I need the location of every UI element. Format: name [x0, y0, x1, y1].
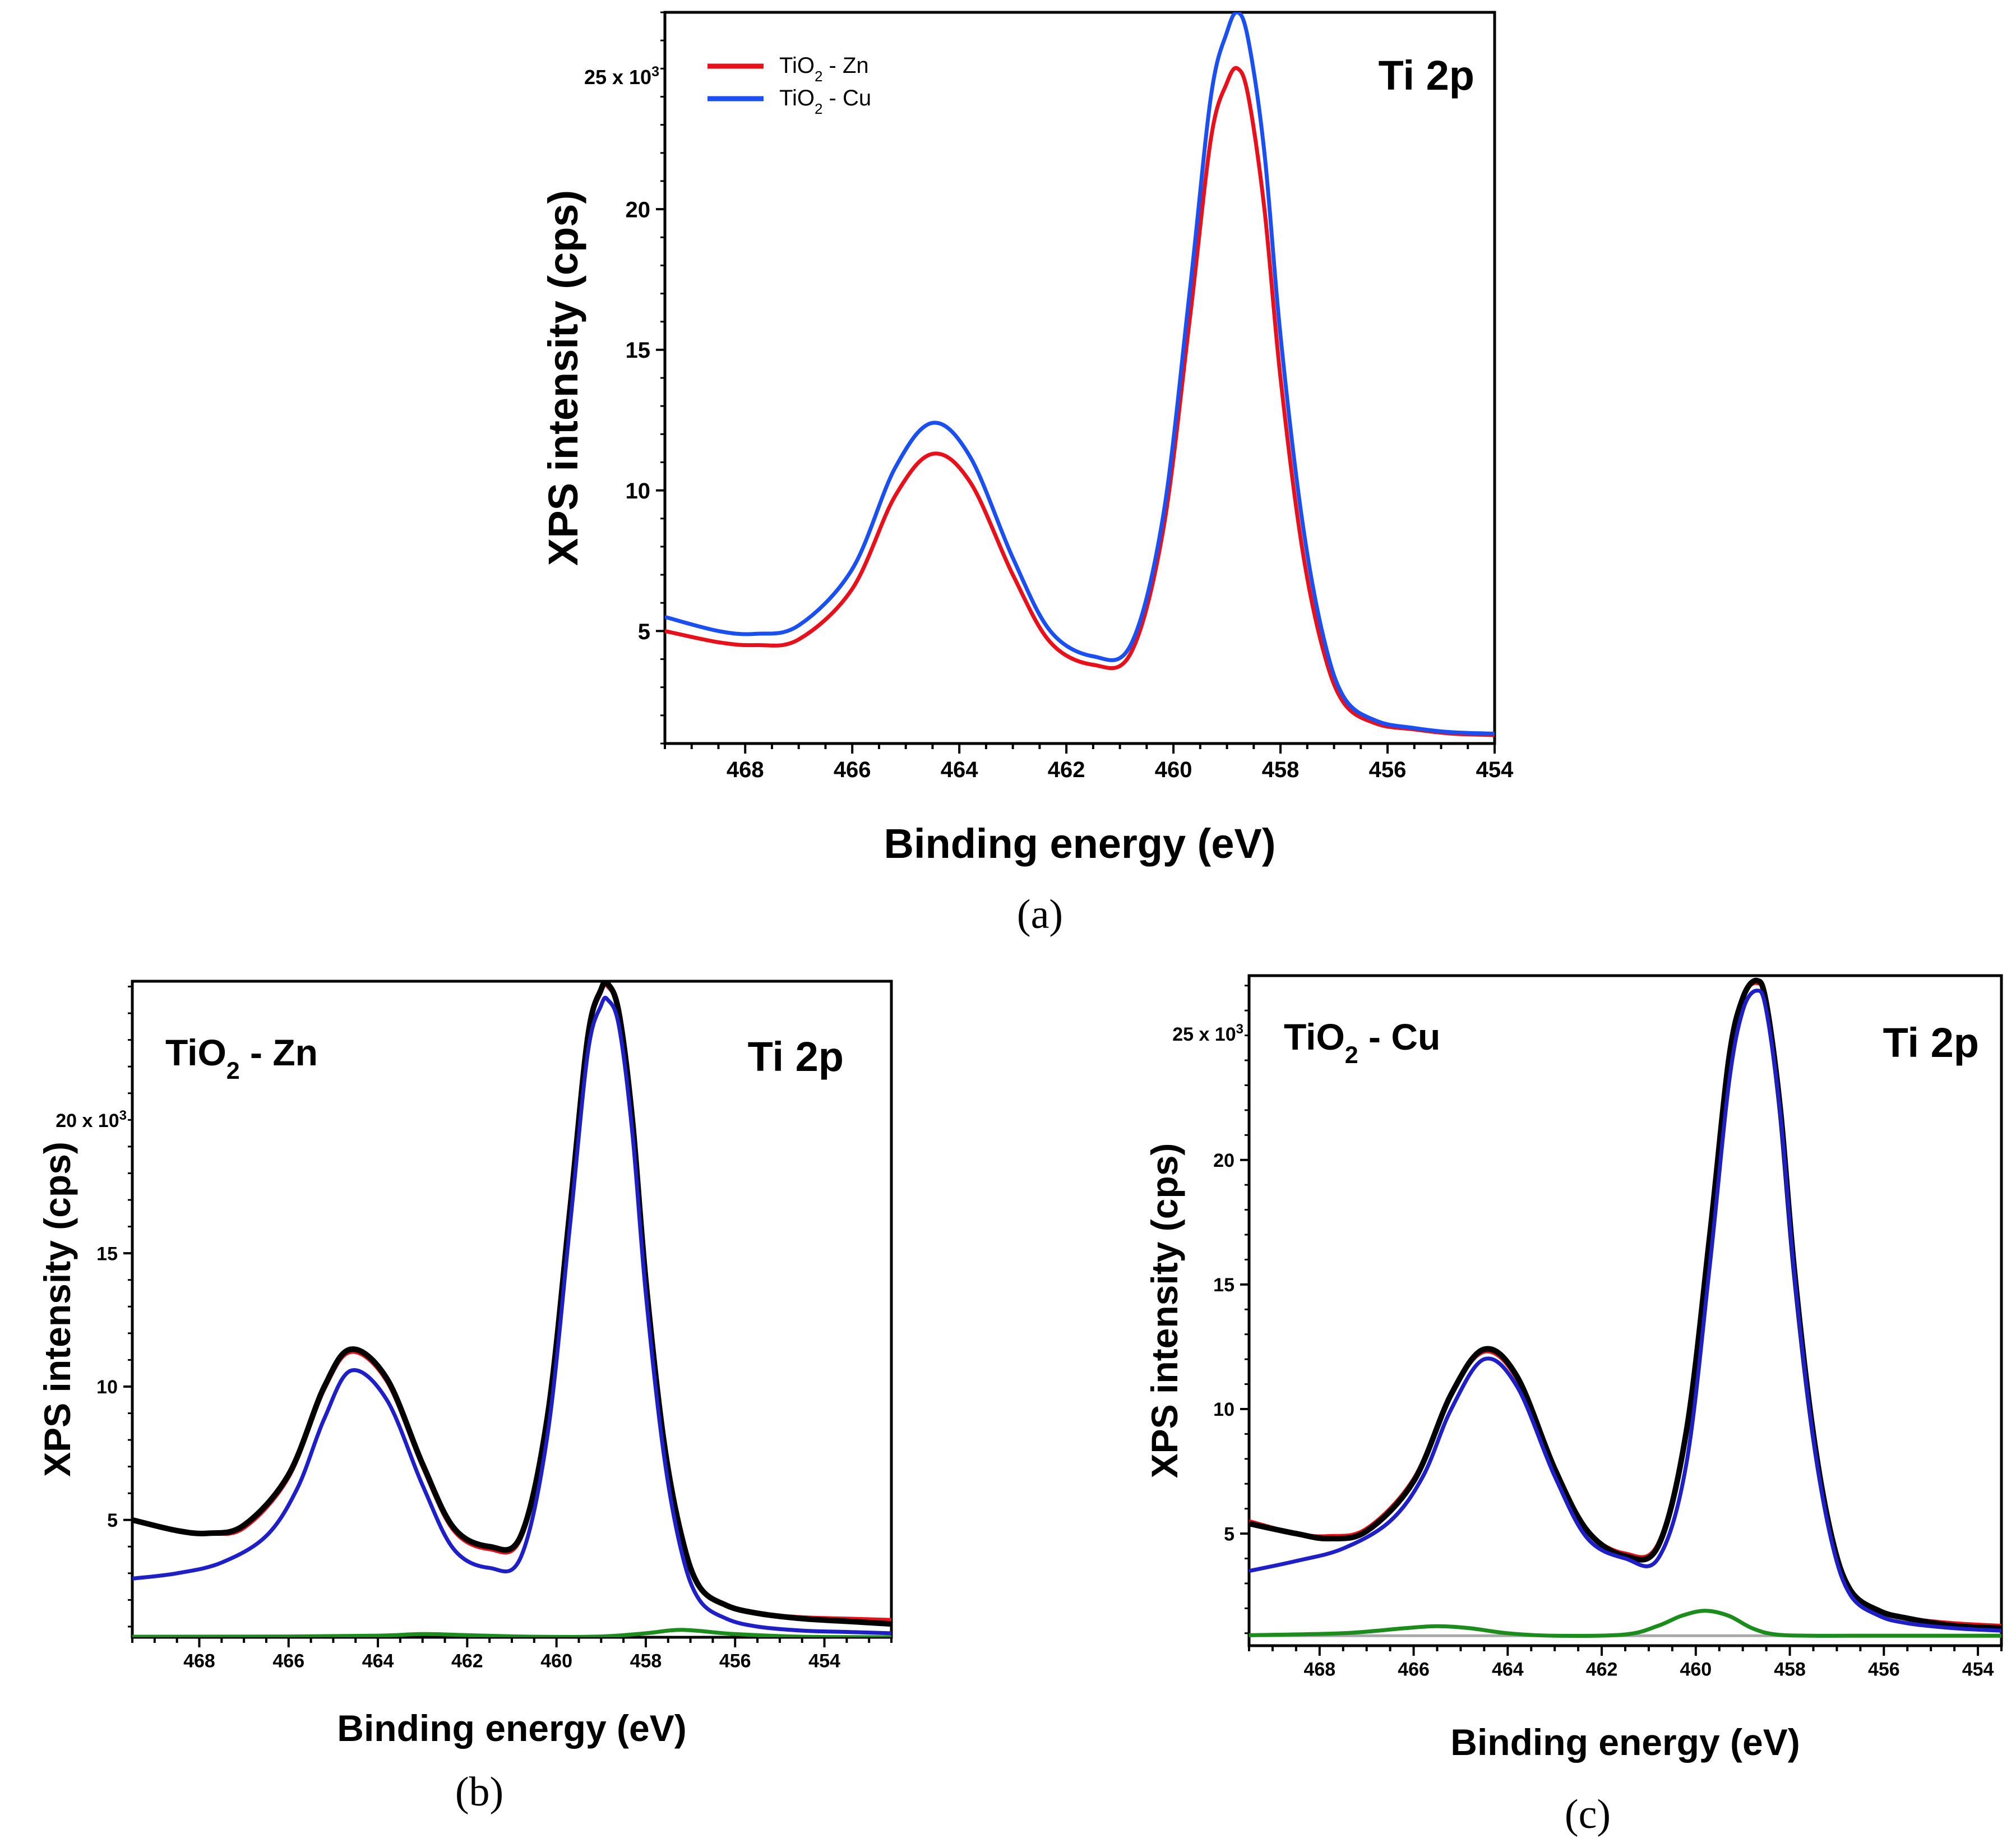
- x-axis-title: Binding energy (eV): [337, 1707, 686, 1749]
- panel-title: Ti 2p: [748, 1033, 844, 1080]
- x-tick-label: 462: [1586, 1659, 1618, 1680]
- y-tick-label: 15: [96, 1243, 118, 1264]
- x-tick-label: 462: [451, 1651, 483, 1672]
- y-tick-label: 10: [96, 1377, 118, 1398]
- x-tick-label: 460: [1155, 758, 1192, 782]
- plot-frame: [663, 11, 1496, 745]
- x-tick-label: 458: [1262, 758, 1300, 782]
- x-axis-title: Binding energy (eV): [884, 820, 1276, 867]
- x-tick-label: 460: [1680, 1659, 1712, 1680]
- y-tick-label: 5: [1224, 1523, 1234, 1545]
- x-tick-label: 456: [1369, 758, 1407, 782]
- series-experimental: [1249, 977, 2001, 1631]
- series-minor-component: [132, 1628, 891, 1637]
- legend-label: TiO2 - Cu: [779, 86, 871, 117]
- x-tick-label: 464: [1492, 1659, 1524, 1680]
- legend-label: TiO2 - Zn: [779, 53, 869, 85]
- x-tick-label: 464: [362, 1651, 394, 1672]
- y-axis-title: XPS intensity (cps): [36, 1142, 78, 1477]
- panel-title: Ti 2p: [1379, 52, 1474, 99]
- series-ti4-component: [132, 995, 891, 1636]
- plot-frame: [1247, 974, 2003, 1647]
- x-tick-label: 456: [1868, 1659, 1900, 1680]
- y-multiplier-label: 20 x 103: [56, 1108, 127, 1132]
- series-ti4-component: [1249, 989, 2001, 1633]
- x-tick-label: 468: [183, 1651, 215, 1672]
- y-tick-label: 10: [1213, 1399, 1234, 1420]
- y-tick-label: 10: [626, 479, 651, 504]
- series-tio2-zn: [665, 66, 1495, 737]
- x-axis-title: Binding energy (eV): [1450, 1721, 1800, 1763]
- y-tick-label: 15: [626, 338, 651, 363]
- x-tick-label: 460: [540, 1651, 572, 1672]
- x-tick-label: 466: [1398, 1659, 1430, 1680]
- x-tick-label: 454: [808, 1651, 840, 1672]
- x-tick-label: 458: [630, 1651, 662, 1672]
- x-tick-label: 464: [941, 758, 978, 782]
- x-tick-label: 462: [1048, 758, 1085, 782]
- x-tick-label: 468: [727, 758, 764, 782]
- panel-caption: (c): [1565, 1791, 1611, 1837]
- y-tick-label: 20: [626, 197, 651, 222]
- y-axis-title: XPS intensity (cps): [540, 190, 586, 566]
- y-tick-label: 15: [1213, 1274, 1234, 1296]
- y-tick-label: 5: [107, 1510, 118, 1531]
- y-tick-label: 5: [638, 620, 650, 644]
- x-tick-label: 454: [1476, 758, 1514, 782]
- y-multiplier-label: 25 x 103: [1172, 1022, 1243, 1046]
- panel-title: Ti 2p: [1883, 1019, 1979, 1066]
- y-tick-label: 20: [1213, 1150, 1234, 1171]
- panel-caption: (b): [455, 1769, 503, 1815]
- x-tick-label: 458: [1774, 1659, 1806, 1680]
- panel-caption: (a): [1017, 892, 1063, 938]
- chart-a: 468 466 464 462 460 458 456 454 5 10 15 20 25 x 103 B…: [540, 11, 1514, 938]
- series-tio2-cu: [665, 12, 1495, 736]
- sample-label: TiO2 - Cu: [1284, 1016, 1440, 1069]
- chart-b: 468 466 464 462 460 458 456 454 5 10 15 20 x 103 Bin…: [36, 980, 893, 1815]
- y-multiplier-label: 25 x 103: [584, 64, 659, 89]
- series-fit-envelope: [1249, 981, 2001, 1628]
- chart-c: 468 466 464 462 460 458 456 454 5 10 15 20 25 x 103 B…: [1144, 974, 2003, 1837]
- x-tick-label: 454: [1962, 1659, 1994, 1680]
- x-tick-label: 456: [719, 1651, 751, 1672]
- y-axis-title: XPS intensity (cps): [1144, 1143, 1185, 1479]
- sample-label: TiO2 - Zn: [165, 1032, 318, 1084]
- series-ti3-component: [1249, 1609, 2001, 1638]
- x-tick-label: 466: [272, 1651, 304, 1672]
- x-tick-label: 466: [834, 758, 871, 782]
- x-tick-label: 468: [1303, 1659, 1335, 1680]
